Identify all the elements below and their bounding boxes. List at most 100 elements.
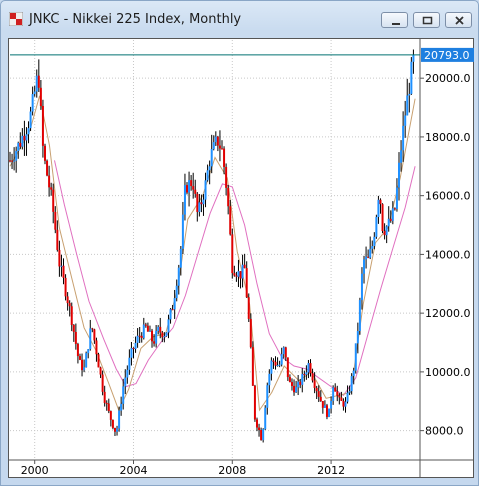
candle-body <box>218 145 221 149</box>
candle-body <box>247 297 250 319</box>
candle-body <box>68 303 71 307</box>
candle-body <box>237 271 240 277</box>
candle-body <box>336 391 339 396</box>
candle-body <box>163 336 166 338</box>
restore-button[interactable] <box>413 12 440 28</box>
grid-lines <box>10 40 420 460</box>
candle-body <box>377 199 380 217</box>
candle-body <box>157 326 160 331</box>
candle-body <box>37 75 40 88</box>
candle-body <box>192 186 195 190</box>
candle-body <box>70 306 73 326</box>
candle-body <box>101 374 104 392</box>
x-tick-label: 2000 <box>21 464 49 477</box>
candle-body <box>410 61 413 94</box>
candle-body <box>223 148 226 167</box>
close-button[interactable] <box>445 12 472 28</box>
candle-body <box>330 400 333 409</box>
candle-body <box>258 427 261 431</box>
candle-body <box>412 54 415 62</box>
candle-body <box>144 324 147 326</box>
candle-body <box>288 377 291 383</box>
x-tick-label: 2008 <box>218 464 246 477</box>
candle-body <box>404 115 407 126</box>
candle-body <box>46 160 49 176</box>
candle-body <box>406 95 409 116</box>
candle-body <box>132 347 135 350</box>
candle-body <box>134 342 137 350</box>
candle-body <box>120 403 123 411</box>
candle-body <box>323 405 326 408</box>
candle-body <box>354 343 357 371</box>
last-price-label: 20793.0 <box>424 49 470 62</box>
candle-body <box>371 246 374 249</box>
candle-body <box>391 208 394 221</box>
candle-body <box>148 330 151 332</box>
candle-body <box>278 364 281 366</box>
candle-body <box>367 256 370 258</box>
candle-body <box>227 187 230 207</box>
candle-body <box>58 249 61 267</box>
candle-body <box>253 385 256 420</box>
candle-body <box>140 335 143 338</box>
title-bar[interactable]: JNKC - Nikkei 225 Index, Monthly <box>1 1 478 37</box>
candle-body <box>360 273 363 301</box>
candle-body <box>317 391 320 397</box>
x-tick-label: 2004 <box>119 464 147 477</box>
candle-body <box>280 354 283 365</box>
candle-body <box>328 408 331 417</box>
candle-body <box>151 330 154 342</box>
candle-body <box>62 265 65 278</box>
candle-body <box>344 401 347 407</box>
candle-body <box>241 264 244 279</box>
candle-body <box>89 328 92 350</box>
y-tick-label: 18000.0 <box>425 131 471 144</box>
price-chart[interactable]: 8000.0 10000.0 12000.0 14000.0 16000.0 18000.… <box>8 38 474 478</box>
candle-body <box>194 189 197 194</box>
candle-body <box>128 357 131 370</box>
candle-body <box>332 387 335 401</box>
candle-body <box>25 134 28 141</box>
candle-body <box>348 391 351 393</box>
candle-body <box>165 332 168 337</box>
candle-body <box>13 160 16 162</box>
candle-body <box>23 135 26 141</box>
y-tick-label: 20000.0 <box>425 72 471 85</box>
candle-body <box>161 332 164 338</box>
candle-body <box>282 347 285 355</box>
candle-body <box>313 380 316 388</box>
candle-body <box>301 374 304 385</box>
candle-body <box>243 264 246 269</box>
y-tick-label: 8000.0 <box>425 425 464 438</box>
candle-body <box>31 94 34 112</box>
candle-body <box>122 386 125 404</box>
candle-body <box>204 180 207 200</box>
candle-body <box>64 277 67 297</box>
candle-body <box>385 226 388 236</box>
candle-body <box>81 359 84 371</box>
plot-panel <box>8 38 474 478</box>
candle-body <box>85 353 88 368</box>
short-moving-average <box>9 95 416 412</box>
candle-body <box>173 298 176 310</box>
minimize-button[interactable] <box>381 12 408 28</box>
candle-body <box>408 93 411 96</box>
candle-body <box>393 208 396 210</box>
candle-body <box>338 395 341 398</box>
candle-body <box>206 170 209 181</box>
candle-body <box>262 429 265 441</box>
candle-body <box>270 360 273 374</box>
candle-body <box>352 370 355 377</box>
y-tick-label: 12000.0 <box>425 307 471 320</box>
candle-body <box>212 142 215 150</box>
axes <box>8 38 474 478</box>
last-price-tag <box>421 47 474 62</box>
candle-body <box>17 142 20 152</box>
candle-body <box>350 376 353 392</box>
candle-body <box>363 259 366 274</box>
candle-body <box>105 402 108 404</box>
candle-body <box>179 248 182 268</box>
candle-body <box>299 381 302 385</box>
last-price-marker: 20793.0 <box>10 47 474 62</box>
candle-body <box>21 135 24 147</box>
